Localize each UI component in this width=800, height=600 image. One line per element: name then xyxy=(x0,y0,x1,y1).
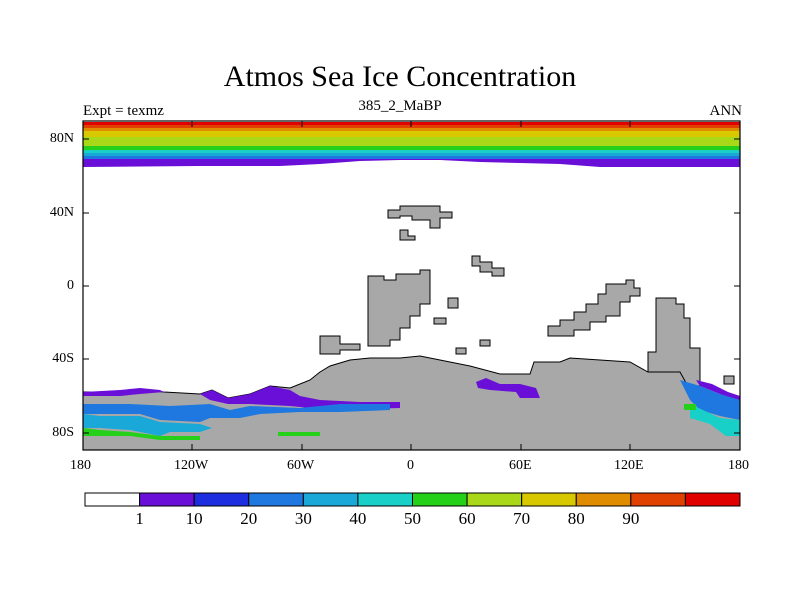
colorbar-label: 60 xyxy=(458,509,476,528)
colorbar-box xyxy=(248,492,304,507)
ice-s-10-a xyxy=(83,388,164,396)
land-island-b xyxy=(447,297,459,309)
colorbar-box xyxy=(357,492,413,507)
ice-s-20 xyxy=(83,404,390,422)
colorbar-box xyxy=(521,492,577,507)
colorbar-label: 50 xyxy=(404,509,421,528)
colorbar-label: 90 xyxy=(622,509,640,528)
y-tick-label: 80S xyxy=(52,425,74,440)
colorbar-box xyxy=(575,492,632,507)
ice-s-10-c xyxy=(476,378,540,398)
ice-band-50 xyxy=(83,146,740,150)
season-label: ANN xyxy=(709,103,743,119)
ice-s-30 xyxy=(83,414,212,436)
land-maritime-continent xyxy=(547,279,641,337)
y-tick-label: 80N xyxy=(49,131,74,146)
colorbar-label: 10 xyxy=(185,509,203,528)
colorbar-box xyxy=(84,492,141,507)
land-africa xyxy=(367,269,431,347)
colorbar-box xyxy=(466,492,523,507)
ice-s-east-40 xyxy=(690,404,740,436)
colorbar xyxy=(84,492,741,507)
land-island-c xyxy=(433,317,447,325)
ice-band-70 xyxy=(83,128,740,131)
ice-band-10 xyxy=(83,159,740,167)
land-antarctica xyxy=(82,355,741,451)
colorbar-label: 30 xyxy=(294,509,312,528)
ice-s-east-60 xyxy=(684,404,696,410)
x-tick-label: 120W xyxy=(174,458,209,473)
colorbar-label: 40 xyxy=(349,509,367,528)
x-tick-label: 120E xyxy=(614,458,644,473)
x-ticks xyxy=(82,121,741,450)
experiment-label: Expt = texmz xyxy=(83,103,164,119)
land-masses xyxy=(82,205,741,451)
ice-band-65 xyxy=(83,131,740,137)
land-island-e xyxy=(455,347,467,355)
colorbar-label: 1 xyxy=(135,509,144,528)
colorbar-box xyxy=(193,492,250,507)
ice-s-60-b xyxy=(278,432,320,436)
colorbar-box xyxy=(302,492,359,507)
antarctic-ice xyxy=(83,378,740,440)
y-tick-label: 40S xyxy=(52,351,74,366)
x-tick-label: 180 xyxy=(70,458,91,473)
x-tick-label: 60W xyxy=(287,458,315,473)
land-island-f xyxy=(479,339,491,347)
y-tick-label: 0 xyxy=(67,278,74,293)
ice-s-60 xyxy=(83,428,200,440)
ice-band-60 xyxy=(83,137,740,146)
colorbar-box xyxy=(139,492,195,507)
land-island-a xyxy=(399,229,416,241)
arctic-ice-bands xyxy=(83,122,740,167)
map-title: Atmos Sea Ice Concentration xyxy=(223,60,577,93)
colorbar-label: 20 xyxy=(240,509,258,528)
ice-s-east-10 xyxy=(696,380,740,400)
map-subtitle: 385_2_MaBP xyxy=(358,98,442,114)
x-tick-label: 60E xyxy=(509,458,532,473)
colorbar-box xyxy=(630,492,686,507)
ice-band-20 xyxy=(83,156,740,159)
ice-band-30 xyxy=(83,153,740,156)
colorbar-label: 70 xyxy=(513,509,531,528)
ice-band-40 xyxy=(83,150,740,153)
land-south-america-tip xyxy=(319,335,361,355)
land-arabia xyxy=(471,255,505,277)
colorbar-box xyxy=(412,492,468,507)
colorbar-box xyxy=(684,492,741,507)
land-island-d xyxy=(723,375,735,385)
colorbar-label: 80 xyxy=(567,509,585,528)
land-asia-north xyxy=(387,205,453,229)
y-ticks xyxy=(83,138,740,434)
y-tick-label: 40N xyxy=(49,205,74,220)
x-tick-label: 180 xyxy=(728,458,749,473)
x-tick-label: 0 xyxy=(407,458,414,473)
ice-s-east-20 xyxy=(680,380,740,420)
